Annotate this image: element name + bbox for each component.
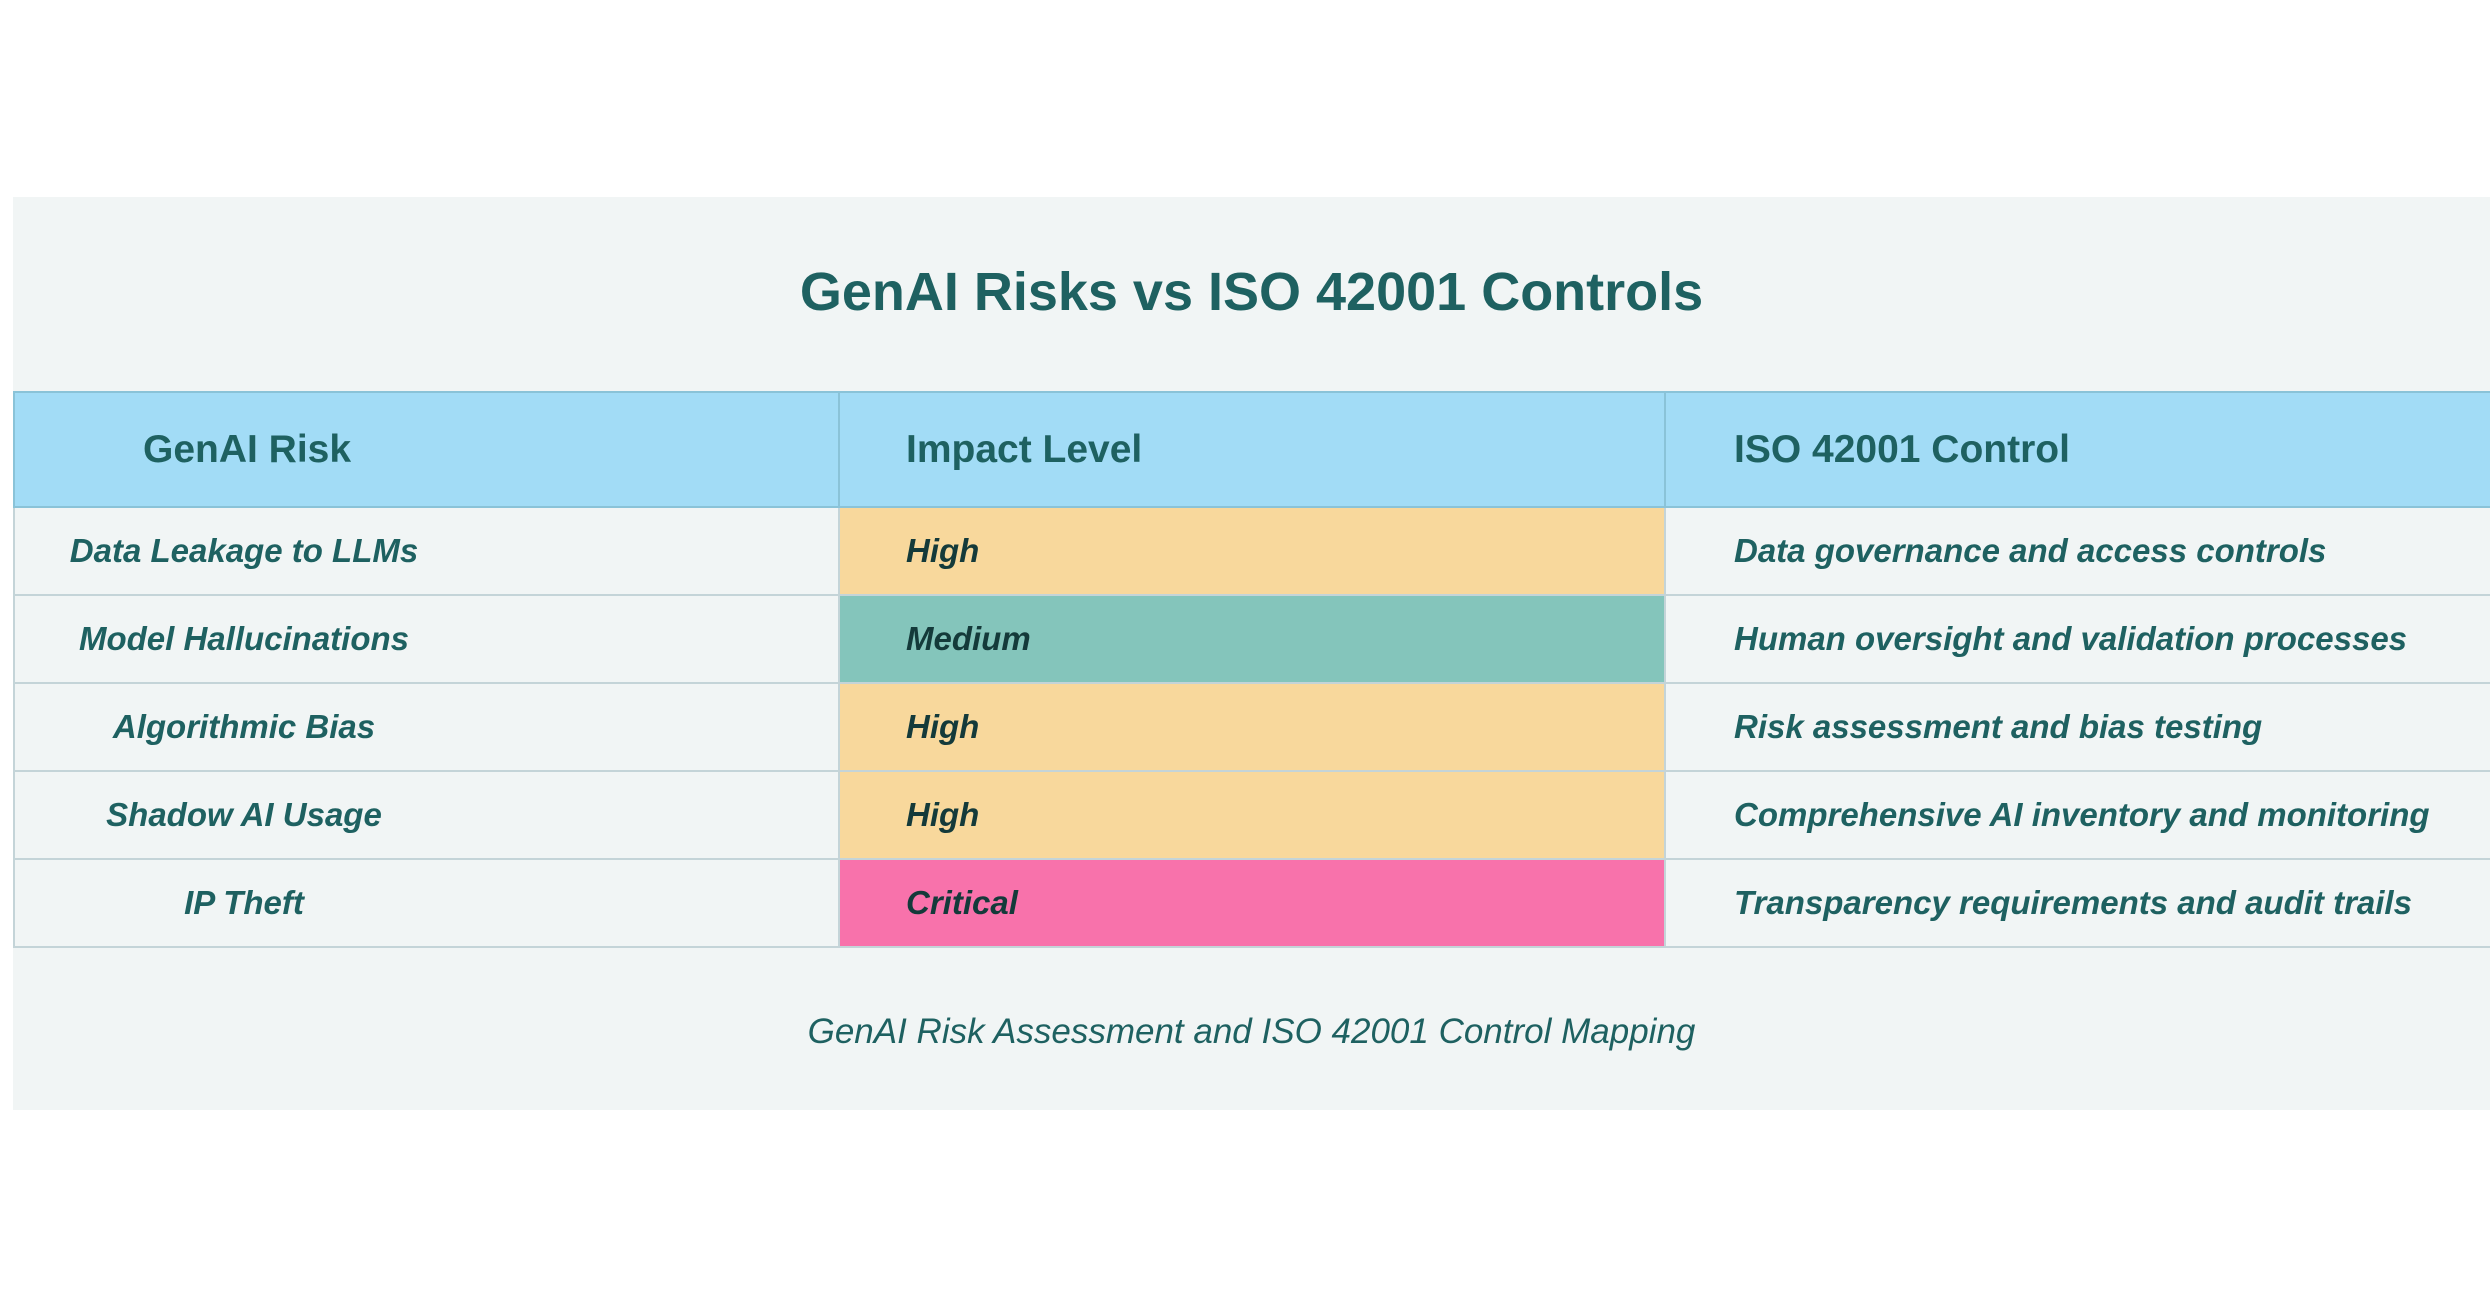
impact-cell: Medium (838, 594, 1666, 684)
control-cell: Human oversight and validation processes (1664, 594, 2490, 684)
table-header-row: GenAI Risk Impact Level ISO 42001 Contro… (13, 391, 2490, 508)
impact-cell: High (838, 770, 1666, 860)
table-caption: GenAI Risk Assessment and ISO 42001 Cont… (807, 1012, 1696, 1051)
impact-cell: High (838, 506, 1666, 596)
risk-cell: Model Hallucinations (13, 594, 840, 684)
impact-cell: High (838, 682, 1666, 772)
table-row: Model Hallucinations Medium Human oversi… (13, 594, 2490, 684)
column-header-risk: GenAI Risk (13, 391, 840, 508)
risk-cell: Shadow AI Usage (13, 770, 840, 860)
document-panel: GenAI Risks vs ISO 42001 Controls GenAI … (13, 197, 2490, 1110)
risk-control-table: GenAI Risk Impact Level ISO 42001 Contro… (13, 391, 2490, 948)
column-header-impact: Impact Level (838, 391, 1666, 508)
control-cell: Transparency requirements and audit trai… (1664, 858, 2490, 948)
impact-cell: Critical (838, 858, 1666, 948)
table-row: IP Theft Critical Transparency requireme… (13, 858, 2490, 948)
table-row: Data Leakage to LLMs High Data governanc… (13, 506, 2490, 596)
control-cell: Comprehensive AI inventory and monitorin… (1664, 770, 2490, 860)
control-cell: Data governance and access controls (1664, 506, 2490, 596)
risk-cell: IP Theft (13, 858, 840, 948)
table-row: Algorithmic Bias High Risk assessment an… (13, 682, 2490, 772)
risk-cell: Algorithmic Bias (13, 682, 840, 772)
risk-cell: Data Leakage to LLMs (13, 506, 840, 596)
column-header-control: ISO 42001 Control (1664, 391, 2490, 508)
document-title: GenAI Risks vs ISO 42001 Controls (799, 262, 1704, 322)
table-row: Shadow AI Usage High Comprehensive AI in… (13, 770, 2490, 860)
control-cell: Risk assessment and bias testing (1664, 682, 2490, 772)
